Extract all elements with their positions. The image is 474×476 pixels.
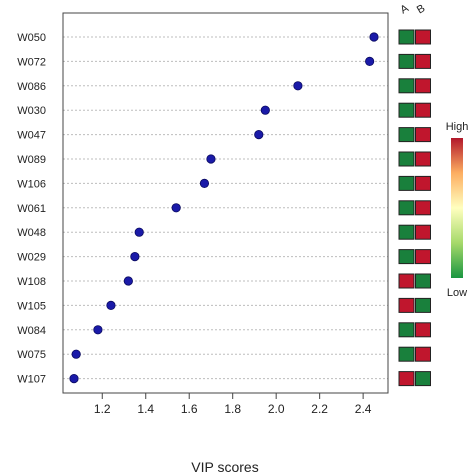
y-tick-label: W089: [17, 154, 46, 166]
colorbar-low-label: Low: [447, 287, 467, 299]
heatmap-cell: [415, 53, 431, 69]
heatmap-cell: [415, 151, 431, 167]
y-tick-label: W030: [17, 105, 46, 117]
data-point: [199, 178, 210, 188]
data-point: [293, 81, 303, 91]
y-tick-label: W086: [17, 81, 46, 93]
heatmap-cell: [415, 224, 431, 240]
data-point: [134, 227, 144, 237]
y-tick-label: W029: [17, 252, 46, 264]
y-tick-label: W075: [17, 349, 46, 361]
y-axis-labels: W050 W072 W086 W030 W047 W089 W106 W061 W048 W029…: [17, 32, 46, 386]
heatmap-cell: [398, 322, 415, 338]
heatmap-cell: [415, 78, 431, 94]
y-tick-label: W050: [17, 32, 46, 44]
heatmap-cell: [398, 127, 415, 143]
data-point: [369, 32, 379, 42]
data-point: [130, 252, 140, 262]
y-tick-label: W107: [17, 374, 46, 386]
heatmap-column-label: B: [415, 2, 427, 16]
data-point: [123, 276, 133, 286]
x-tick-label: 1.6: [181, 402, 198, 416]
heatmap-cell: [415, 102, 431, 118]
y-tick-label: W047: [17, 130, 46, 142]
y-tick-label: W084: [17, 325, 46, 337]
data-point: [69, 373, 79, 384]
heatmap-cell: [398, 78, 415, 94]
heatmap-cell: [398, 297, 415, 313]
x-axis-label: VIP scores: [191, 459, 258, 475]
x-tick-label: 1.4: [137, 402, 154, 416]
data-point: [365, 56, 375, 67]
x-tick-label: 1.8: [224, 402, 241, 416]
heatmap-cell: [398, 224, 415, 240]
heatmap-cell: [398, 346, 415, 362]
y-tick-label: W048: [17, 227, 46, 239]
heatmap-cell: [398, 29, 415, 45]
heatmap-cell: [398, 249, 415, 265]
y-tick-label: W105: [17, 300, 46, 312]
y-tick-label: W061: [17, 203, 46, 215]
heatmap-cell: [398, 273, 415, 289]
heatmap-cell: [415, 346, 431, 362]
data-point: [171, 203, 181, 213]
heatmap-cell: [415, 175, 431, 191]
heatmap-cell: [415, 29, 431, 45]
x-tick-label: 2.4: [355, 402, 372, 416]
x-tick-label: 2.2: [311, 402, 328, 416]
heatmap-cell: [398, 200, 415, 216]
data-point: [254, 130, 264, 140]
heatmap-cell: [415, 127, 431, 143]
heatmap-cell: [398, 371, 415, 387]
x-axis-ticks: 1.2 1.4 1.6 1.8 2.0 2.2 2.4: [94, 393, 372, 416]
data-point: [260, 105, 270, 115]
y-tick-label: W106: [17, 178, 46, 190]
color-legend: High Low: [446, 121, 469, 299]
heatmap-cell: [415, 273, 431, 289]
heatmap-cell: [415, 322, 431, 338]
vip-points: [69, 32, 379, 384]
heatmap-cell: [415, 297, 431, 313]
colorbar-gradient: [451, 138, 463, 278]
heatmap-cell: [398, 175, 415, 191]
colorbar-high-label: High: [446, 121, 469, 133]
data-point: [71, 349, 81, 359]
heatmap-cell: [415, 200, 431, 216]
heatmap-cell: [415, 249, 431, 265]
x-tick-label: 2.0: [268, 402, 285, 416]
y-tick-label: W072: [17, 56, 46, 68]
heatmap-cell: [415, 371, 431, 387]
heatmap-cell: [398, 53, 415, 69]
grid-lines: [63, 36, 388, 380]
data-point: [93, 325, 103, 335]
plot-frame: [62, 12, 389, 394]
data-point: [206, 154, 216, 164]
heatmap-cell: [398, 102, 415, 118]
heatmap-column-label: A: [398, 2, 411, 16]
y-tick-label: W108: [17, 276, 46, 288]
x-tick-label: 1.2: [94, 402, 111, 416]
heatmap-cell: [398, 151, 415, 167]
data-point: [106, 300, 116, 310]
